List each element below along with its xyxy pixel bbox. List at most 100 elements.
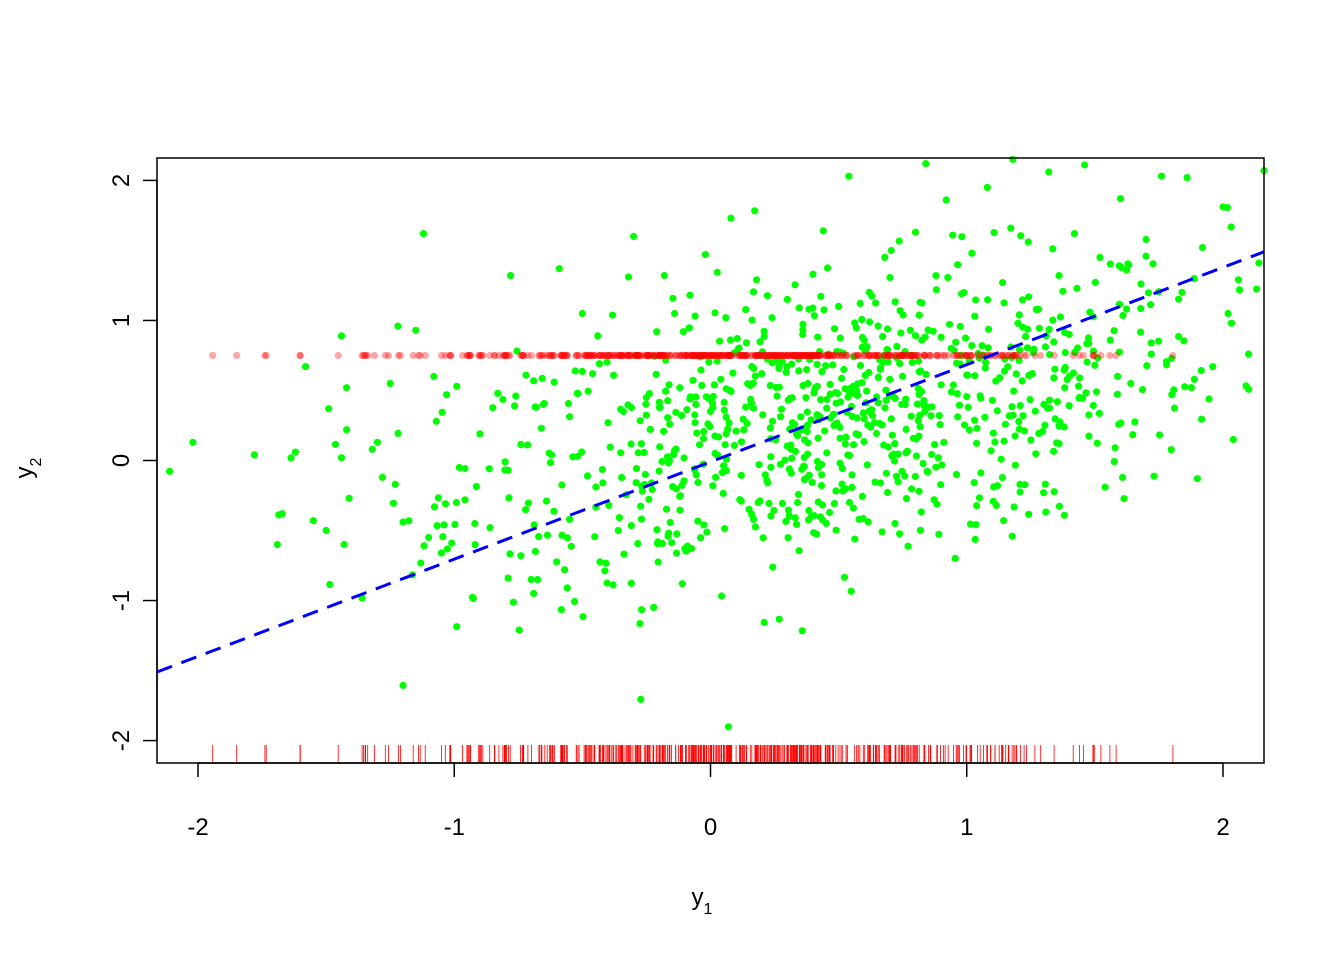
observed-point bbox=[683, 406, 691, 414]
imputed-point bbox=[802, 351, 810, 360]
imputed-point bbox=[262, 351, 270, 360]
imputed-point bbox=[666, 351, 674, 360]
imputed-point bbox=[725, 351, 733, 360]
imputed-point bbox=[696, 351, 704, 360]
imputed-point bbox=[725, 351, 734, 360]
imputed-point bbox=[1106, 351, 1114, 360]
observed-point bbox=[1045, 168, 1053, 176]
observed-point bbox=[309, 517, 317, 525]
imputed-point bbox=[864, 351, 873, 360]
imputed-point bbox=[688, 351, 696, 360]
imputed-point bbox=[790, 351, 798, 360]
imputed-point bbox=[777, 351, 785, 360]
imputed-point bbox=[624, 351, 632, 360]
imputed-point bbox=[506, 351, 514, 360]
observed-point bbox=[718, 469, 726, 477]
imputed-point bbox=[779, 351, 787, 360]
imputed-point bbox=[937, 351, 945, 360]
observed-point bbox=[901, 349, 909, 357]
observed-point bbox=[665, 381, 673, 389]
observed-point bbox=[610, 371, 618, 379]
imputed-point bbox=[804, 351, 812, 360]
observed-point bbox=[662, 356, 670, 364]
imputed-point bbox=[618, 351, 626, 360]
observed-point bbox=[726, 336, 735, 344]
observed-point bbox=[591, 533, 599, 541]
observed-point bbox=[766, 424, 775, 432]
observed-point bbox=[934, 454, 943, 462]
observed-point bbox=[964, 403, 972, 411]
observed-point bbox=[858, 343, 866, 351]
imputed-point bbox=[742, 351, 750, 360]
observed-point bbox=[826, 380, 834, 388]
observed-point bbox=[542, 497, 551, 505]
imputed-point bbox=[743, 351, 751, 360]
observed-point bbox=[637, 440, 645, 448]
imputed-point bbox=[701, 351, 709, 360]
observed-point bbox=[1149, 260, 1157, 268]
observed-point bbox=[799, 326, 807, 334]
imputed-point bbox=[681, 351, 690, 360]
imputed-point bbox=[853, 351, 861, 360]
observed-point bbox=[940, 438, 948, 446]
observed-point bbox=[669, 483, 677, 491]
observed-point bbox=[840, 365, 848, 374]
imputed-point bbox=[381, 351, 389, 360]
imputed-point bbox=[810, 351, 818, 360]
observed-point bbox=[663, 453, 672, 461]
imputed-point bbox=[725, 351, 733, 360]
observed-point bbox=[1120, 495, 1128, 503]
observed-point bbox=[917, 508, 925, 516]
imputed-point bbox=[463, 351, 471, 360]
imputed-point bbox=[518, 351, 526, 360]
observed-point bbox=[1147, 301, 1155, 309]
imputed-point bbox=[1005, 351, 1013, 360]
observed-point bbox=[902, 495, 911, 503]
imputed-point bbox=[911, 351, 919, 360]
observed-point bbox=[860, 438, 868, 446]
imputed-point bbox=[761, 351, 769, 360]
imputed-point bbox=[770, 351, 778, 360]
observed-point bbox=[1023, 325, 1032, 333]
observed-point bbox=[952, 338, 960, 346]
rug-marks-layer bbox=[212, 745, 1174, 763]
observed-point bbox=[337, 332, 346, 340]
observed-point bbox=[968, 249, 976, 257]
imputed-point bbox=[478, 351, 486, 360]
observed-point bbox=[1022, 332, 1030, 341]
observed-point bbox=[697, 366, 705, 374]
imputed-point bbox=[447, 351, 455, 360]
imputed-point bbox=[952, 351, 960, 360]
observed-point bbox=[804, 450, 812, 458]
observed-point bbox=[975, 494, 984, 502]
imputed-point bbox=[701, 351, 709, 360]
observed-point bbox=[1075, 382, 1083, 390]
observed-point bbox=[563, 584, 571, 592]
imputed-point bbox=[688, 351, 696, 360]
imputed-point bbox=[691, 351, 700, 360]
imputed-point bbox=[880, 351, 888, 360]
imputed-point bbox=[438, 351, 446, 360]
observed-point bbox=[1229, 435, 1237, 444]
observed-point bbox=[874, 322, 882, 330]
imputed-point bbox=[838, 351, 846, 360]
imputed-point bbox=[1031, 351, 1039, 360]
observed-point bbox=[1053, 398, 1061, 406]
observed-point bbox=[709, 482, 717, 490]
observed-point bbox=[1059, 287, 1067, 295]
observed-point bbox=[700, 428, 708, 436]
observed-point bbox=[1181, 383, 1189, 391]
observed-point bbox=[513, 347, 521, 355]
observed-point bbox=[998, 474, 1007, 482]
observed-point bbox=[694, 517, 702, 525]
imputed-point bbox=[866, 351, 875, 360]
imputed-point bbox=[953, 351, 961, 360]
observed-point bbox=[737, 471, 745, 479]
observed-point bbox=[795, 355, 803, 363]
observed-point bbox=[1019, 412, 1027, 420]
observed-point bbox=[1137, 304, 1145, 313]
observed-point bbox=[668, 539, 676, 547]
imputed-point bbox=[623, 351, 631, 360]
observed-point bbox=[1032, 450, 1040, 458]
observed-point bbox=[872, 429, 881, 438]
